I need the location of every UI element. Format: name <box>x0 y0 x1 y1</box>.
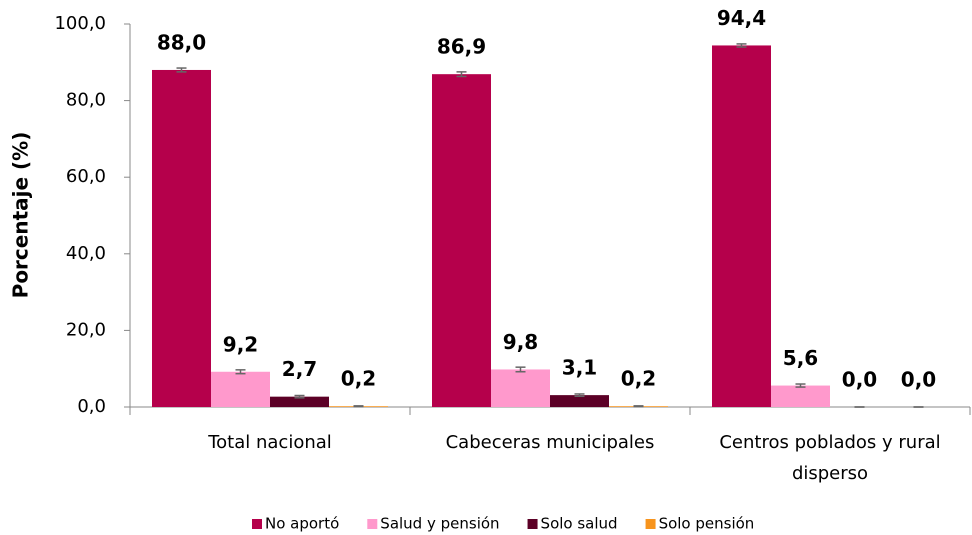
bar <box>491 369 550 407</box>
y-tick-label: 20,0 <box>66 319 106 340</box>
value-label: 0,0 <box>842 368 877 392</box>
bar <box>211 371 270 407</box>
bar <box>270 396 329 407</box>
y-tick-label: 40,0 <box>66 243 106 264</box>
value-label: 9,2 <box>223 332 258 356</box>
legend-swatch <box>527 519 538 529</box>
bar <box>432 74 491 407</box>
legend-label: Salud y pensión <box>380 515 499 533</box>
value-label: 3,1 <box>562 356 597 380</box>
bar <box>550 395 609 407</box>
y-tick-label: 60,0 <box>66 166 106 187</box>
value-label: 94,4 <box>717 6 766 30</box>
legend-label: No aportó <box>265 515 339 533</box>
value-label: 0,2 <box>341 367 376 391</box>
value-label: 88,0 <box>157 30 206 54</box>
y-tick-label: 80,0 <box>66 90 106 111</box>
x-tick-label: Total nacional <box>208 432 332 453</box>
x-tick-label: Centros poblados y rural disperso <box>719 432 941 484</box>
legend-swatch <box>645 519 656 529</box>
value-label: 0,2 <box>621 367 656 391</box>
value-label: 9,8 <box>503 330 538 354</box>
legend-swatch <box>252 519 262 529</box>
y-tick-label: 100,0 <box>54 13 106 34</box>
bar <box>771 385 830 407</box>
y-axis-title: Porcentaje (%) <box>9 132 33 299</box>
y-tick-label: 0,0 <box>77 396 106 417</box>
value-label: 5,6 <box>783 346 818 370</box>
bar <box>152 69 211 408</box>
legend-swatch <box>367 519 378 529</box>
legend-label: Solo salud <box>541 515 618 533</box>
value-label: 0,0 <box>901 368 936 392</box>
x-tick-label: Cabeceras municipales <box>445 432 655 453</box>
value-label: 86,9 <box>437 35 486 59</box>
value-label: 2,7 <box>282 357 317 381</box>
legend-label: Solo pensión <box>659 515 755 533</box>
bar <box>712 45 771 407</box>
